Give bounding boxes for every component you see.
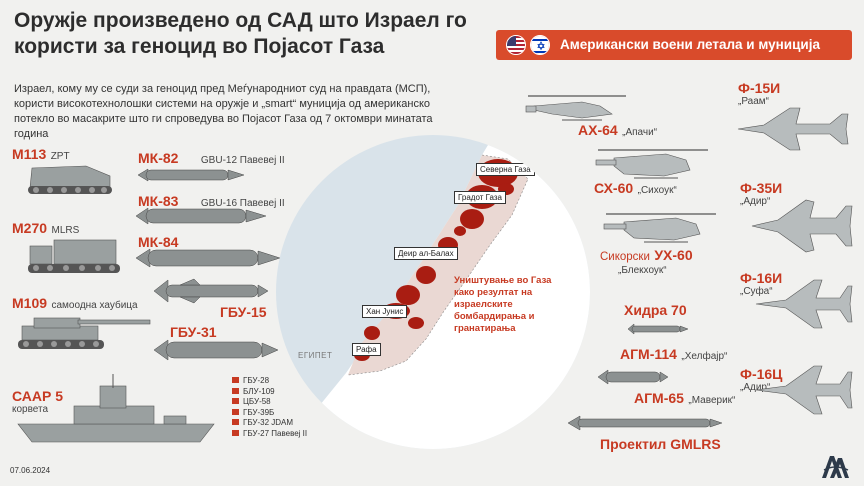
f16c-jet-icon [755, 365, 853, 415]
vehicle-label-m109: M109 самоодна хаубица [12, 295, 138, 311]
gbu15-bomb-icon [153, 278, 269, 304]
sh60-helicopter-icon [595, 149, 708, 179]
legend-item: ГБУ-32 JDAM [232, 418, 307, 429]
f15i-jet-icon [737, 107, 849, 151]
bomb-label-gbu15: ГБУ-15 [220, 304, 267, 320]
map-label-north-gaza: Северна Газа [476, 163, 535, 176]
aircraft-label-uh60: Сикорски УХ-60 „Блекхоук“ [600, 247, 693, 276]
legend-item: ЦБУ-58 [232, 397, 307, 408]
mk83-bomb-icon [135, 207, 267, 225]
map-label-khan-yunis: Хан Јунис [362, 305, 408, 318]
vehicle-label-saar5: СААР 5 корвета [12, 388, 63, 415]
missile-label-gmlrs: Проектил GMLRS [600, 436, 721, 452]
gmlrs-projectile-icon [567, 415, 723, 431]
hydra70-rocket-icon [627, 323, 689, 335]
map-label-deir-al-balah: Деир ал-Балах [394, 247, 458, 260]
gaza-map: Северна Газа Градот Газа Деир ал-Балах Х… [276, 135, 590, 449]
agm114-missile-icon [597, 369, 669, 385]
bomb-label-mk84: МК-84 [138, 234, 179, 250]
aircraft-label-f16c: Ф-16Ц „Адир“ [740, 366, 783, 393]
publish-date: 07.06.2024 [10, 466, 51, 475]
missile-label-agm114: АГМ-114 „Хелфајр“ [620, 346, 728, 362]
israel-flag-icon [530, 35, 550, 55]
m270-vehicle-icon [28, 239, 120, 273]
vehicle-label-m270: M270 MLRS [12, 220, 80, 236]
banner-title: Американски воени летала и муниција [560, 37, 820, 52]
uh60-helicopter-icon [603, 213, 716, 243]
bomb-label-mk83: МК-83 GBU-16 Павевеј II [138, 193, 285, 209]
page-title: Оружје произведено од САД што Израел го … [14, 9, 467, 58]
aircraft-label-f35i: Ф-35И „Адир“ [740, 180, 783, 207]
legend-item: ГБУ-28 [232, 376, 307, 387]
munitions-legend: ГБУ-28 БЛУ-109 ЦБУ-58 ГБУ-39Б ГБУ-32 JDA… [232, 376, 307, 439]
aircraft-label-f15i: Ф-15И „Раам“ [738, 80, 781, 107]
us-flag-icon [506, 35, 526, 55]
mk84-bomb-icon [135, 248, 281, 268]
vehicle-label-m113: M113 ZPT [12, 146, 70, 162]
bomb-label-gbu31: ГБУ-31 [170, 324, 217, 340]
map-label-rafah: Рафа [352, 343, 381, 356]
missile-label-hydra70: Хидра 70 [624, 302, 687, 318]
m113-vehicle-icon [28, 165, 112, 194]
subtitle: Израел, кому му се суди за геноцид пред … [14, 83, 433, 140]
legend-item: ГБУ-39Б [232, 408, 307, 419]
legend-item: БЛУ-109 [232, 387, 307, 398]
m109-vehicle-icon [18, 317, 151, 349]
aircraft-label-sh60: СХ-60 „Сихоук“ [594, 180, 677, 196]
ah64-helicopter-icon [525, 95, 626, 121]
aircraft-label-f16i: Ф-16И „Суфа“ [740, 270, 783, 297]
f35i-jet-icon [751, 199, 853, 253]
legend-item: ГБУ-27 Павевеј II [232, 429, 307, 440]
map-label-gaza-city: Градот Газа [454, 191, 506, 204]
anadolu-agency-logo-icon [822, 456, 849, 478]
destruction-note: Уништување во Газа како резултат на изра… [454, 275, 552, 334]
mk82-bomb-icon [137, 168, 245, 182]
missile-label-agm65: АГМ-65 „Маверик“ [634, 390, 736, 406]
category-banner: Американски воени летала и муниција [496, 30, 852, 60]
gbu31-bomb-icon [153, 339, 279, 361]
bomb-label-mk82: МК-82 GBU-12 Павевеј II [138, 150, 285, 166]
f16i-jet-icon [755, 279, 853, 329]
aircraft-label-ah64: АХ-64 „Апачи“ [578, 122, 658, 138]
map-label-egypt: ЕГИПЕТ [298, 351, 333, 360]
saar5-corvette-icon [17, 374, 215, 443]
